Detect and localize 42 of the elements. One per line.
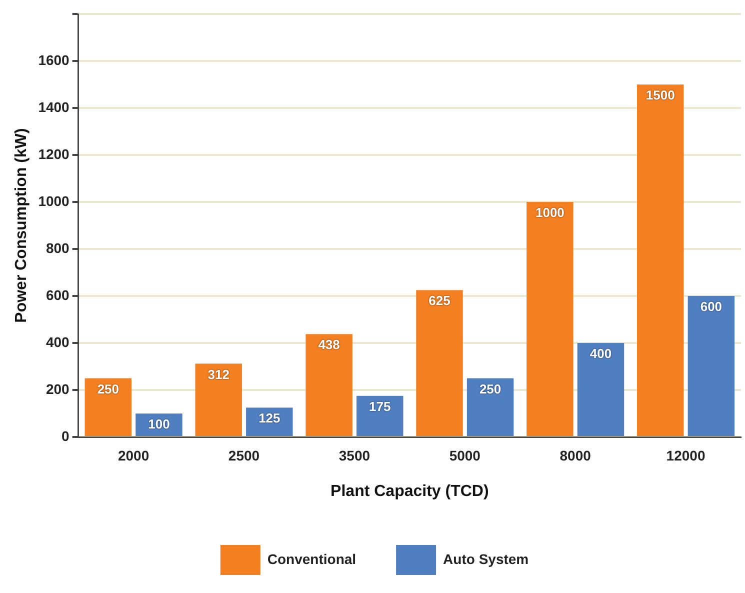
data-label: 312 <box>208 366 230 382</box>
y-tick-label: 1200 <box>38 146 70 162</box>
bar <box>246 408 293 436</box>
bar <box>356 396 404 436</box>
x-tick-label: 2500 <box>228 447 260 464</box>
data-label: 100 <box>148 416 170 432</box>
data-label: 250 <box>97 381 120 396</box>
data-label: 625 <box>428 293 450 308</box>
bar <box>637 84 684 436</box>
data-label: 400 <box>590 346 612 362</box>
data-label: 438 <box>318 337 340 352</box>
bar <box>416 290 463 436</box>
data-label: 250 <box>479 381 502 396</box>
x-tick-label: 3500 <box>338 447 370 464</box>
bar <box>306 334 352 436</box>
x-tick-label: 2000 <box>118 447 150 464</box>
legend-label: Auto System <box>443 550 529 567</box>
y-tick-label: 1600 <box>38 52 70 68</box>
legend-label: Conventional <box>267 550 356 567</box>
y-tick-label: 800 <box>46 240 70 256</box>
y-tick-label: 0 <box>62 428 70 444</box>
x-axis-title: Plant Capacity (TCD) <box>330 482 489 500</box>
y-tick-label: 200 <box>46 380 70 397</box>
y-tick-label: 1000 <box>38 192 70 209</box>
y-tick-label: 1400 <box>38 98 70 115</box>
data-label: 125 <box>258 410 280 426</box>
x-tick-label: 12000 <box>666 447 706 464</box>
bar <box>526 202 574 436</box>
x-tick-label: 8000 <box>560 447 592 464</box>
data-label: 1500 <box>646 88 675 103</box>
data-label: 175 <box>369 398 391 414</box>
y-tick-label: 600 <box>46 286 70 303</box>
x-tick-label: 5000 <box>449 447 481 464</box>
bar <box>84 378 132 436</box>
bar <box>577 343 624 436</box>
data-label: 600 <box>700 299 722 314</box>
bar <box>688 296 735 436</box>
y-tick-label: 400 <box>46 334 70 350</box>
bar <box>195 364 242 436</box>
bar <box>466 378 514 436</box>
y-axis-title: Power Consumption (kW) <box>13 128 30 323</box>
data-label: 1000 <box>535 205 564 220</box>
